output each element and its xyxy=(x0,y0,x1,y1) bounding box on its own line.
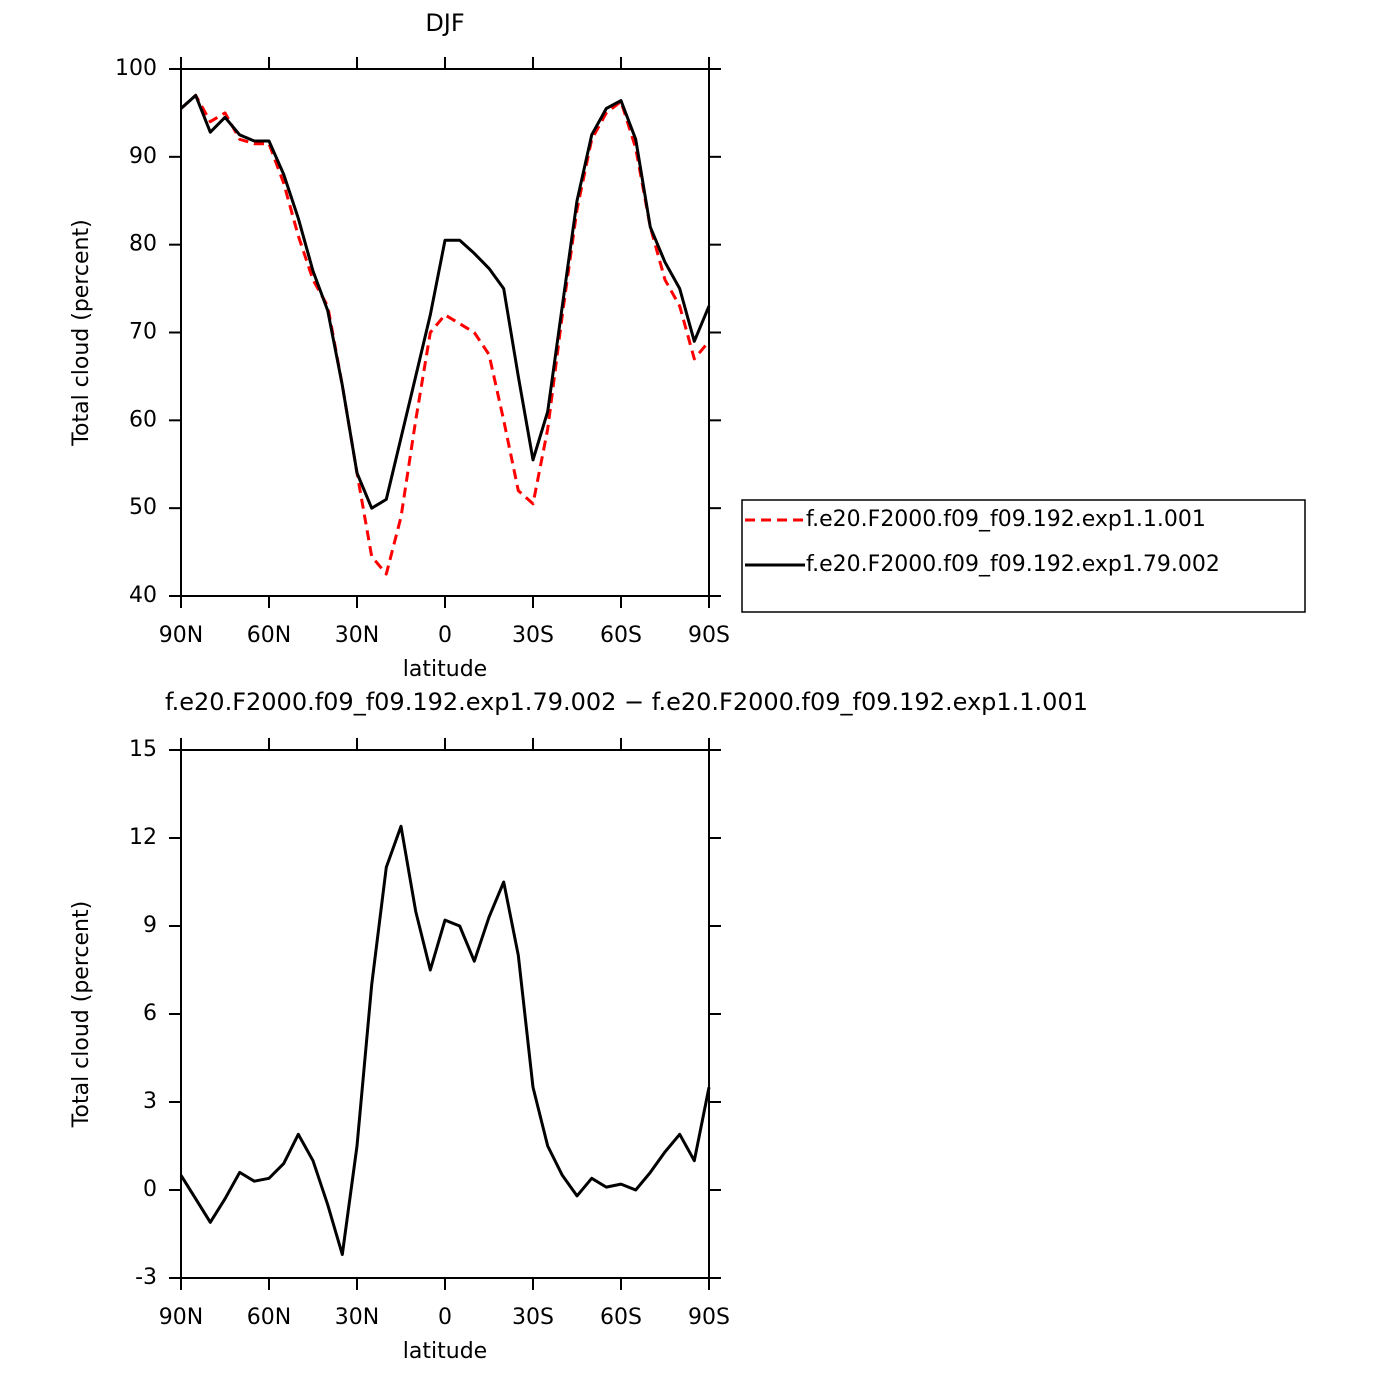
data-line xyxy=(180,93,711,576)
x-tick-label: 60S xyxy=(600,1305,642,1330)
y-tick-label: 12 xyxy=(129,825,157,850)
x-tick-label: 60N xyxy=(247,623,291,648)
y-tick-label: 80 xyxy=(129,232,157,257)
x-tick-label: 30S xyxy=(512,623,554,648)
plot-frame xyxy=(180,749,710,1279)
y-axis-label: Total cloud (percent) xyxy=(69,219,94,446)
chart-title: f.e20.F2000.f09_f09.192.exp1.79.002 − f.… xyxy=(165,688,1088,716)
y-axis-label: Total cloud (percent) xyxy=(69,901,94,1128)
x-tick-label: 90N xyxy=(159,623,203,648)
y-tick-label: 6 xyxy=(143,1001,157,1026)
x-tick-label: 30S xyxy=(512,1305,554,1330)
x-axis-label: latitude xyxy=(403,1339,487,1364)
y-tick-label: 0 xyxy=(143,1177,157,1202)
x-tick-label: 60N xyxy=(247,1305,291,1330)
y-tick-label: 3 xyxy=(143,1089,157,1114)
x-tick-label: 90N xyxy=(159,1305,203,1330)
plot-frame xyxy=(180,68,710,597)
legend-label: f.e20.F2000.f09_f09.192.exp1.1.001 xyxy=(806,507,1206,532)
y-tick-label: 50 xyxy=(129,495,157,520)
x-tick-label: 60S xyxy=(600,623,642,648)
x-axis-label: latitude xyxy=(403,657,487,682)
legend-label: f.e20.F2000.f09_f09.192.exp1.79.002 xyxy=(806,552,1220,577)
chart-title: DJF xyxy=(425,9,464,37)
y-tick-label: 9 xyxy=(143,913,157,938)
y-tick-label: 60 xyxy=(129,407,157,432)
y-tick-label: 100 xyxy=(115,56,157,81)
x-tick-label: 30N xyxy=(335,1305,379,1330)
x-tick-label: 90S xyxy=(688,623,730,648)
y-tick-label: 15 xyxy=(129,737,157,762)
y-tick-label: 90 xyxy=(129,144,157,169)
legend-box xyxy=(741,499,1306,613)
x-tick-label: 30N xyxy=(335,623,379,648)
data-line xyxy=(180,93,711,510)
x-tick-label: 0 xyxy=(438,623,452,648)
y-tick-label: 70 xyxy=(129,320,157,345)
x-tick-label: 90S xyxy=(688,1305,730,1330)
data-line xyxy=(179,824,711,1256)
x-tick-label: 0 xyxy=(438,1305,452,1330)
y-tick-label: -3 xyxy=(135,1265,157,1290)
y-tick-label: 40 xyxy=(129,583,157,608)
